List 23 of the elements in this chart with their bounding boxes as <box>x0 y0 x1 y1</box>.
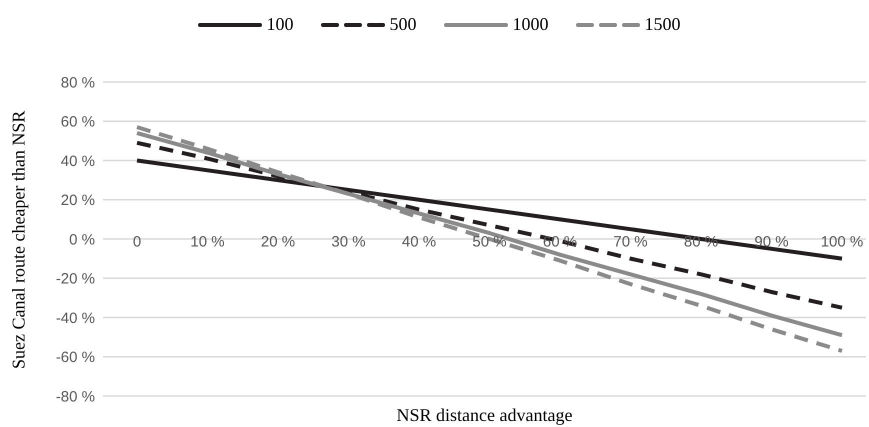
legend-label: 1500 <box>644 14 680 35</box>
y-tick-label: 60 % <box>60 114 95 131</box>
x-tick-label: 10 % <box>190 234 225 250</box>
x-tick-label: 40 % <box>402 234 436 250</box>
y-axis-title: Suez Canal route cheaper than NSR <box>8 110 28 369</box>
x-tick-label: 70 % <box>613 234 648 250</box>
y-tick-label: -80 % <box>56 388 95 406</box>
y-tick-label: -60 % <box>56 349 95 366</box>
y-tick-label: 40 % <box>60 152 95 170</box>
y-tick-label: 80 % <box>60 74 95 92</box>
x-tick-label: 0 <box>132 234 142 250</box>
legend-label: 500 <box>390 14 416 35</box>
x-tick-label: 30 % <box>331 234 366 250</box>
x-tick-label: 100 % <box>820 234 864 250</box>
x-axis-title: NSR distance advantage <box>396 405 572 425</box>
y-tick-label: -20 % <box>56 270 95 288</box>
legend-label: 100 <box>266 14 294 35</box>
y-tick-label: 0 % <box>69 231 95 248</box>
line-series <box>135 140 844 310</box>
x-tick-label: 20 % <box>260 234 296 250</box>
y-tick-label: 20 % <box>60 192 95 210</box>
y-tick-label: -40 % <box>56 310 95 327</box>
legend-label: 1000 <box>512 14 548 35</box>
